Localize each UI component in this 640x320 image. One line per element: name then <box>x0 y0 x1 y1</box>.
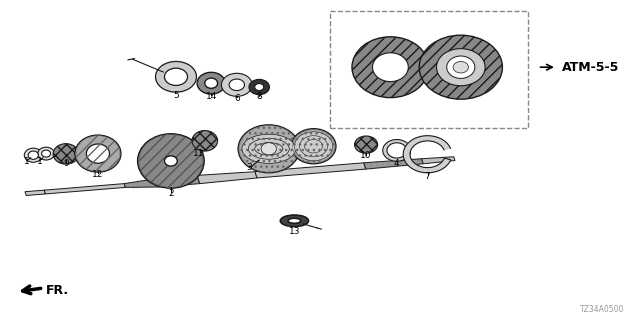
Ellipse shape <box>261 143 276 155</box>
Ellipse shape <box>156 61 196 92</box>
Text: 7: 7 <box>425 172 430 181</box>
Text: 10: 10 <box>360 151 372 160</box>
Ellipse shape <box>138 134 204 188</box>
Ellipse shape <box>436 49 485 86</box>
Polygon shape <box>422 157 455 164</box>
Ellipse shape <box>38 147 54 160</box>
Polygon shape <box>44 184 125 194</box>
FancyBboxPatch shape <box>330 11 528 128</box>
Text: 8: 8 <box>257 92 262 101</box>
Text: 9: 9 <box>63 159 68 168</box>
Text: 4: 4 <box>394 159 399 168</box>
Polygon shape <box>197 172 257 184</box>
Ellipse shape <box>255 84 264 91</box>
Ellipse shape <box>447 56 475 78</box>
Ellipse shape <box>28 151 38 159</box>
Text: 1: 1 <box>37 157 42 166</box>
Ellipse shape <box>255 142 283 155</box>
Ellipse shape <box>305 140 323 153</box>
Ellipse shape <box>248 138 289 159</box>
Text: 2: 2 <box>168 189 173 198</box>
Ellipse shape <box>242 134 296 163</box>
Ellipse shape <box>164 68 188 85</box>
Ellipse shape <box>53 144 79 164</box>
Polygon shape <box>124 179 158 188</box>
Ellipse shape <box>294 132 333 161</box>
Text: ATM-5-5: ATM-5-5 <box>562 61 620 74</box>
Ellipse shape <box>86 144 109 163</box>
Text: 1: 1 <box>24 157 29 166</box>
Polygon shape <box>156 175 200 187</box>
Polygon shape <box>25 190 45 196</box>
Polygon shape <box>364 159 423 169</box>
Text: 11: 11 <box>193 149 204 158</box>
Ellipse shape <box>288 218 301 223</box>
Ellipse shape <box>249 79 269 95</box>
Ellipse shape <box>192 131 218 151</box>
PathPatch shape <box>383 140 411 161</box>
Ellipse shape <box>205 78 218 88</box>
Ellipse shape <box>42 150 51 157</box>
Ellipse shape <box>197 72 225 94</box>
Ellipse shape <box>75 135 121 172</box>
Ellipse shape <box>24 148 42 162</box>
Ellipse shape <box>229 79 244 91</box>
Ellipse shape <box>352 37 429 98</box>
Ellipse shape <box>419 35 502 99</box>
Text: 13: 13 <box>289 228 300 236</box>
Text: 5: 5 <box>173 91 179 100</box>
Text: 6: 6 <box>234 94 239 103</box>
Text: 14: 14 <box>205 92 217 101</box>
Ellipse shape <box>164 156 177 166</box>
Text: 3: 3 <box>247 164 252 172</box>
Ellipse shape <box>280 215 308 227</box>
Ellipse shape <box>355 136 378 153</box>
Text: 12: 12 <box>92 170 104 179</box>
Polygon shape <box>255 163 366 178</box>
Ellipse shape <box>291 129 336 164</box>
Ellipse shape <box>238 125 300 173</box>
Ellipse shape <box>221 73 252 96</box>
PathPatch shape <box>403 136 451 173</box>
Text: FR.: FR. <box>46 284 69 297</box>
Ellipse shape <box>372 53 408 82</box>
Ellipse shape <box>453 61 468 73</box>
Ellipse shape <box>300 136 328 157</box>
Text: TZ34A0500: TZ34A0500 <box>580 305 624 314</box>
